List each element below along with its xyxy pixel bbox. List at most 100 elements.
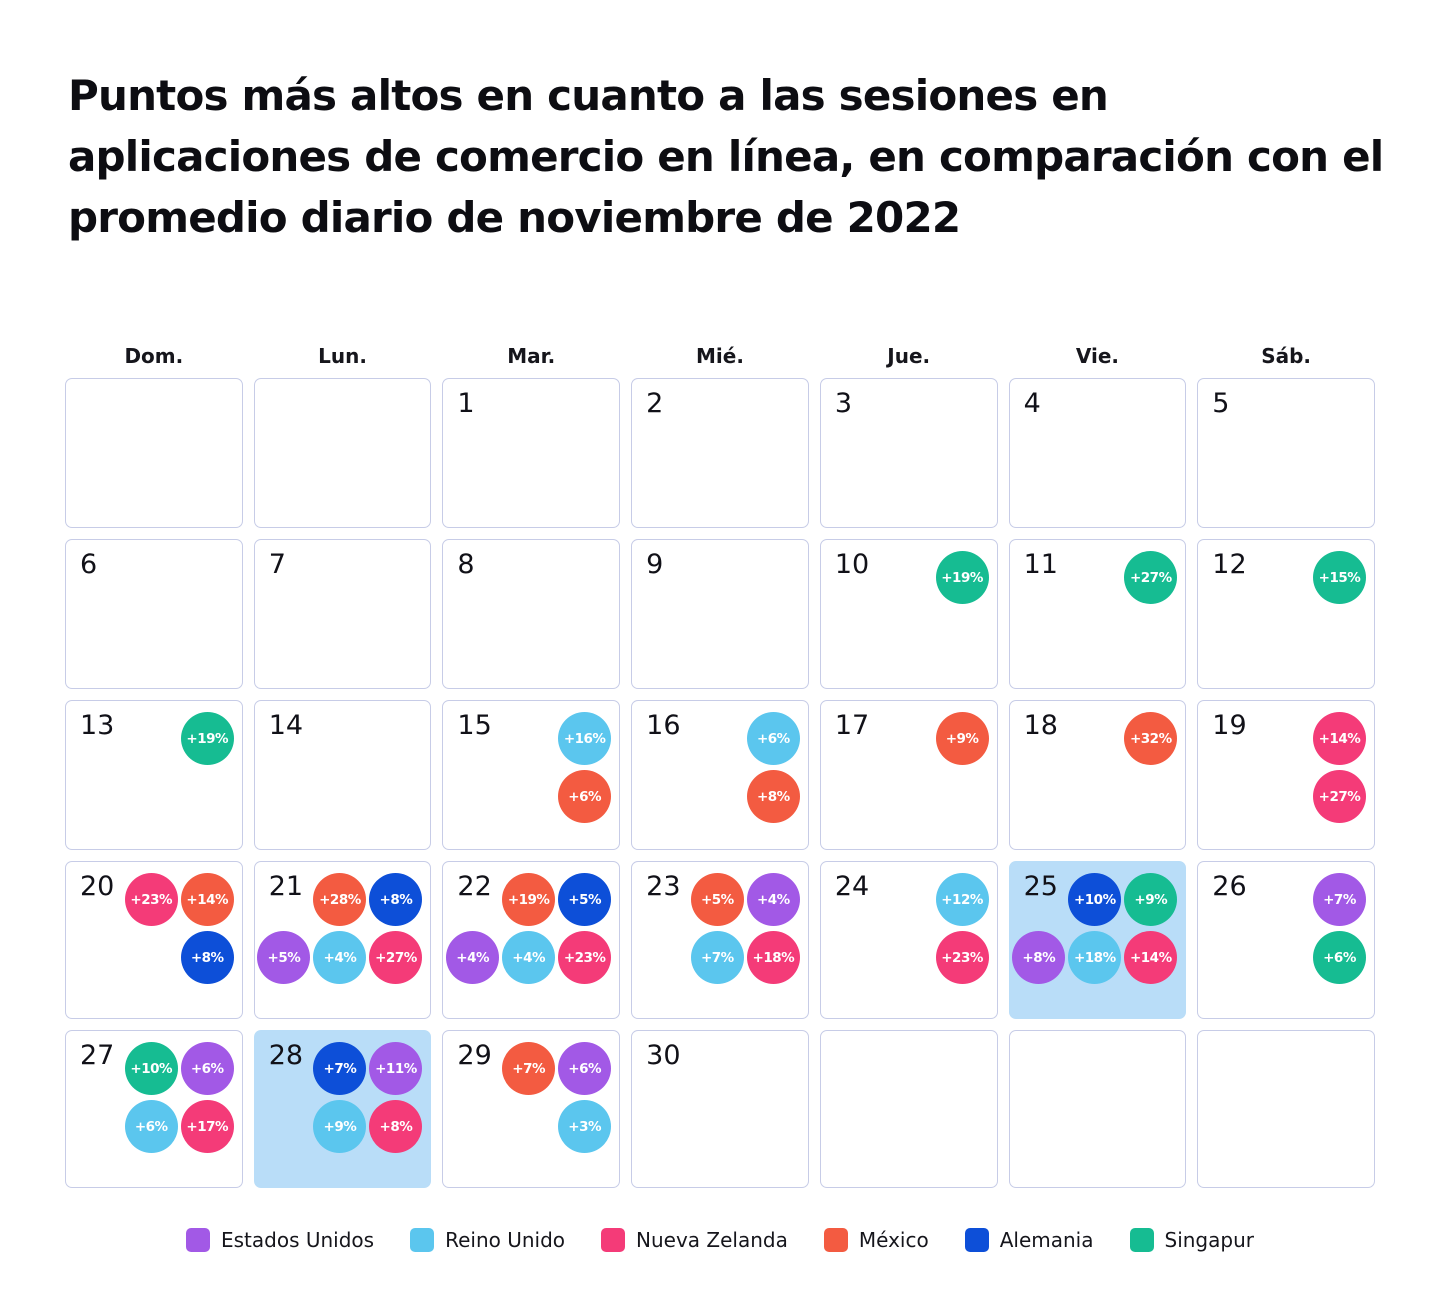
- day-cell-18: 18 +32%: [1008, 700, 1187, 850]
- badge-group: +16% +6%: [558, 712, 612, 823]
- badge-estados-unidos: +8%: [1012, 931, 1066, 984]
- badge-row-top: +15%: [1312, 551, 1366, 604]
- badge-nueva-zelanda: +23%: [558, 931, 612, 984]
- weekday-header: Dom. Lun. Mar. Mié. Jue. Vie. Sáb.: [65, 344, 1375, 368]
- badge-estados-unidos: +5%: [257, 931, 311, 984]
- badge-row-bottom: +3%: [558, 1100, 612, 1153]
- badge-group: +10% +6% +6% +17%: [124, 1042, 234, 1153]
- legend-swatch-nueva-zelanda: [601, 1228, 626, 1252]
- badge-group: +7% +6%: [1312, 873, 1366, 984]
- day-cell-30: 30: [631, 1030, 809, 1188]
- day-number: 21: [268, 871, 304, 902]
- badge-group: +6% +8%: [746, 712, 800, 823]
- badge-reino-unido: +4%: [313, 931, 367, 984]
- day-number: 26: [1212, 871, 1247, 902]
- badge-estados-unidos: +4%: [746, 873, 800, 926]
- badge-estados-unidos: +7%: [1312, 873, 1366, 926]
- badge-nueva-zelanda: +27%: [369, 931, 423, 984]
- badge-estados-unidos: +6%: [558, 1042, 612, 1095]
- day-number: 2: [646, 388, 664, 419]
- day-number: 19: [1212, 710, 1247, 741]
- badge-row-top: +23% +14%: [124, 873, 234, 926]
- badge-row-bottom: +27%: [1312, 770, 1366, 823]
- badge-estados-unidos: +6%: [180, 1042, 234, 1095]
- badge-row-top: +9%: [935, 712, 989, 765]
- badge-alemania: +7%: [313, 1042, 367, 1095]
- badge-alemania: +8%: [180, 931, 234, 984]
- badge-row-bottom: +5% +4% +27%: [257, 931, 423, 984]
- badge-nueva-zelanda: +17%: [180, 1100, 234, 1153]
- badge-group: +19%: [180, 712, 234, 765]
- badge-row-bottom: +8% +18% +14%: [1012, 931, 1178, 984]
- weekday-label-mar: Mar.: [507, 344, 556, 368]
- badge-row-bottom: +9% +8%: [313, 1100, 423, 1153]
- day-number: 4: [1023, 388, 1041, 419]
- badge-singapur: +27%: [1124, 551, 1178, 604]
- badge-group: +23% +14% +8%: [124, 873, 234, 984]
- day-cell-empty: [1197, 1030, 1375, 1188]
- calendar-grid: 1 2 3 4 5 6 7 8 9 10 +19% 11 +27% 12 +15% 13 +19% 14 15 +16…: [65, 378, 1375, 1188]
- day-cell-24: 24 +12% +23%: [819, 861, 998, 1019]
- badge-group: +9%: [935, 712, 989, 765]
- day-cell-27: 27 +10% +6% +6% +17%: [65, 1030, 243, 1188]
- badge-mexico: +8%: [746, 770, 800, 823]
- badge-estados-unidos: +4%: [446, 931, 500, 984]
- badge-row-top: +10% +6%: [124, 1042, 234, 1095]
- badge-mexico: +14%: [180, 873, 234, 926]
- day-cell-29: 29 +7% +6% +3%: [442, 1030, 621, 1188]
- badge-group: +32%: [1124, 712, 1178, 765]
- day-cell-17: 17 +9%: [819, 700, 998, 850]
- day-number: 1: [457, 388, 475, 419]
- badge-mexico: +32%: [1124, 712, 1178, 765]
- badge-group: +19%: [935, 551, 989, 604]
- day-number: 16: [646, 710, 681, 741]
- badge-mexico: +9%: [935, 712, 989, 765]
- badge-estados-unidos: +11%: [369, 1042, 423, 1095]
- weekday-label-jue: Jue.: [887, 344, 931, 368]
- day-number: 23: [646, 871, 681, 902]
- badge-nueva-zelanda: +23%: [935, 931, 989, 984]
- badge-singapur: +19%: [180, 712, 234, 765]
- legend-swatch-estados-unidos: [186, 1228, 210, 1252]
- day-number: 3: [834, 388, 853, 419]
- badge-nueva-zelanda: +23%: [124, 873, 178, 926]
- badge-singapur: +9%: [1124, 873, 1178, 926]
- badge-group: +7% +6% +3%: [502, 1042, 612, 1153]
- legend-swatch-alemania: [964, 1228, 989, 1252]
- badge-group: +19% +5% +4% +4% +23%: [446, 873, 612, 984]
- day-cell-12: 12 +15%: [1197, 539, 1375, 689]
- day-cell-empty: [65, 378, 243, 528]
- day-cell-16: 16 +6% +8%: [631, 700, 809, 850]
- day-cell-empty: [1008, 1030, 1187, 1188]
- badge-reino-unido: +9%: [313, 1100, 367, 1153]
- day-number: 22: [457, 871, 492, 902]
- day-cell-4: 4: [1008, 378, 1187, 528]
- badge-group: +28% +8% +5% +4% +27%: [257, 873, 423, 984]
- legend-swatch-reino-unido: [410, 1228, 435, 1252]
- badge-alemania: +10%: [1068, 873, 1122, 926]
- badge-row-top: +19%: [935, 551, 989, 604]
- day-cell-6: 6: [65, 539, 243, 689]
- badge-row-bottom: +6%: [558, 770, 612, 823]
- badge-row-top: +28% +8%: [313, 873, 423, 926]
- badge-row-top: +32%: [1124, 712, 1178, 765]
- weekday-label-mie: Mié.: [696, 344, 744, 368]
- legend-item-reino-unido: Reino Unido: [410, 1228, 565, 1252]
- badge-group: +14% +27%: [1312, 712, 1366, 823]
- weekday-label-vie: Vie.: [1075, 344, 1119, 368]
- day-number: 17: [834, 710, 870, 741]
- day-cell-21: 21 +28% +8% +5% +4% +27%: [253, 861, 432, 1019]
- legend-item-mexico: México: [823, 1228, 929, 1252]
- badge-row-top: +7% +11%: [313, 1042, 423, 1095]
- day-number: 20: [80, 871, 115, 902]
- badge-singapur: +10%: [124, 1042, 178, 1095]
- weekday-label-lun: Lun.: [318, 344, 367, 368]
- badge-group: +27%: [1124, 551, 1178, 604]
- day-cell-23: 23 +5% +4% +7% +18%: [631, 861, 809, 1019]
- badge-row-bottom: +23%: [935, 931, 989, 984]
- badge-row-bottom: +8%: [746, 770, 800, 823]
- page-title: Puntos más altos en cuanto a las sesione…: [68, 71, 1384, 242]
- badge-mexico: +5%: [690, 873, 744, 926]
- badge-row-top: +16%: [558, 712, 612, 765]
- day-cell-11: 11 +27%: [1008, 539, 1187, 689]
